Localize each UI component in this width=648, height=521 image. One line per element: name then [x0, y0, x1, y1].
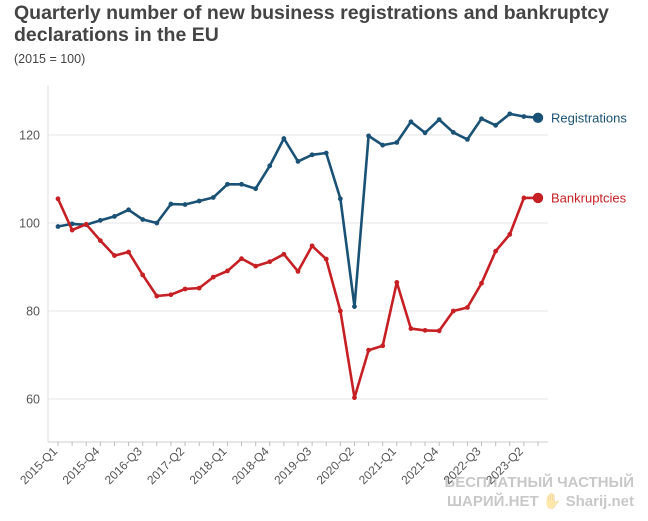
data-point-bankruptcies [253, 263, 259, 269]
data-point-bankruptcies [168, 292, 174, 298]
data-point-registrations [154, 220, 160, 226]
series-label-registrations: Registrations [551, 110, 627, 125]
data-point-bankruptcies [352, 395, 357, 401]
series-end-marker-bankruptcies [532, 192, 544, 204]
data-point-registrations [55, 224, 61, 229]
data-point-bankruptcies [225, 268, 230, 274]
data-point-registrations [281, 136, 287, 141]
x-tick-label: 2015-Q1 [17, 444, 60, 487]
data-point-bankruptcies [154, 293, 160, 299]
series-line-bankruptcies [56, 196, 540, 400]
data-point-registrations [337, 196, 343, 202]
data-point-registrations [422, 130, 428, 136]
x-tick-label: 2015-Q4 [60, 444, 103, 487]
data-point-bankruptcies [97, 238, 103, 244]
data-point-registrations [182, 202, 188, 207]
data-point-registrations [239, 181, 244, 187]
x-tick-label: 2018-Q4 [229, 444, 272, 487]
chart-subtitle: (2015 = 100) [14, 52, 86, 66]
data-point-bankruptcies [309, 243, 315, 249]
x-tick-label: 2018-Q1 [187, 444, 230, 487]
data-point-registrations [408, 119, 414, 125]
data-point-registrations [97, 217, 103, 223]
watermark: БЕСПЛАТНЫЙ ЧАСТНЫЙ ШАРИЙ.НЕТ ✋ Sharij.ne… [444, 473, 634, 511]
data-point-bankruptcies [465, 305, 470, 310]
data-point-registrations [380, 142, 386, 148]
x-tick-label: 2021-Q4 [398, 444, 441, 487]
data-point-bankruptcies [366, 347, 371, 353]
data-point-registrations [465, 137, 470, 142]
data-point-bankruptcies [112, 253, 117, 258]
data-point-bankruptcies [323, 256, 329, 262]
data-point-bankruptcies [422, 327, 428, 333]
chart-title: Quarterly number of new business registr… [14, 2, 609, 46]
data-point-registrations [112, 214, 117, 219]
data-point-bankruptcies [493, 248, 499, 254]
data-point-bankruptcies [140, 272, 146, 278]
data-point-registrations [140, 217, 146, 222]
data-point-registrations [126, 207, 131, 213]
data-point-bankruptcies [479, 280, 484, 286]
data-point-registrations [295, 159, 301, 164]
data-point-bankruptcies [55, 196, 61, 202]
data-point-registrations [168, 201, 174, 207]
data-point-registrations [493, 122, 499, 128]
data-point-bankruptcies [507, 232, 513, 237]
data-point-bankruptcies [239, 256, 244, 262]
data-point-bankruptcies [83, 221, 89, 227]
data-point-bankruptcies [408, 326, 414, 331]
series-end-marker-registrations [532, 112, 544, 124]
data-point-registrations [436, 117, 442, 122]
data-point-bankruptcies [380, 343, 386, 349]
data-point-bankruptcies [450, 308, 456, 314]
data-point-bankruptcies [126, 249, 131, 255]
data-point-bankruptcies [281, 251, 287, 257]
x-tick-label: 2017-Q2 [144, 444, 187, 487]
data-point-registrations [366, 133, 371, 139]
data-point-registrations [253, 186, 259, 192]
data-point-bankruptcies [182, 286, 188, 292]
data-point-registrations [196, 198, 202, 204]
watermark-line-1: БЕСПЛАТНЫЙ ЧАСТНЫЙ [444, 474, 634, 491]
series-label-bankruptcies: Bankruptcies [551, 190, 627, 205]
x-tick-label: 2021-Q1 [356, 444, 399, 487]
data-point-registrations [352, 304, 357, 309]
data-point-bankruptcies [196, 285, 202, 291]
y-tick-label: 100 [19, 217, 40, 231]
data-point-bankruptcies [337, 308, 343, 314]
data-point-registrations [225, 181, 230, 187]
x-tick-label: 2019-Q3 [271, 444, 314, 487]
data-point-registrations [394, 140, 400, 145]
y-tick-label: 60 [26, 393, 40, 407]
data-point-bankruptcies [210, 274, 216, 280]
x-tick-label: 2020-Q2 [314, 444, 357, 487]
data-point-bankruptcies [521, 195, 527, 201]
data-point-registrations [210, 195, 216, 200]
watermark-line-2: ШАРИЙ.НЕТ ✋ Sharij.net [446, 493, 634, 510]
data-point-bankruptcies [295, 269, 301, 274]
data-point-bankruptcies [69, 227, 75, 233]
data-point-registrations [450, 129, 456, 135]
data-point-bankruptcies [267, 259, 273, 265]
grid-lines [47, 85, 548, 446]
data-point-registrations [507, 111, 513, 117]
data-point-registrations [323, 150, 329, 156]
data-point-bankruptcies [394, 280, 400, 285]
x-tick-label: 2016-Q3 [102, 444, 145, 487]
y-tick-label: 120 [19, 129, 40, 143]
series-lines: Registrations Bankruptcies [55, 110, 627, 401]
data-point-registrations [479, 116, 484, 122]
data-point-bankruptcies [436, 328, 442, 334]
data-point-registrations [309, 152, 315, 158]
data-point-registrations [521, 114, 527, 119]
data-point-registrations [267, 163, 273, 169]
y-tick-label: 80 [26, 305, 40, 319]
